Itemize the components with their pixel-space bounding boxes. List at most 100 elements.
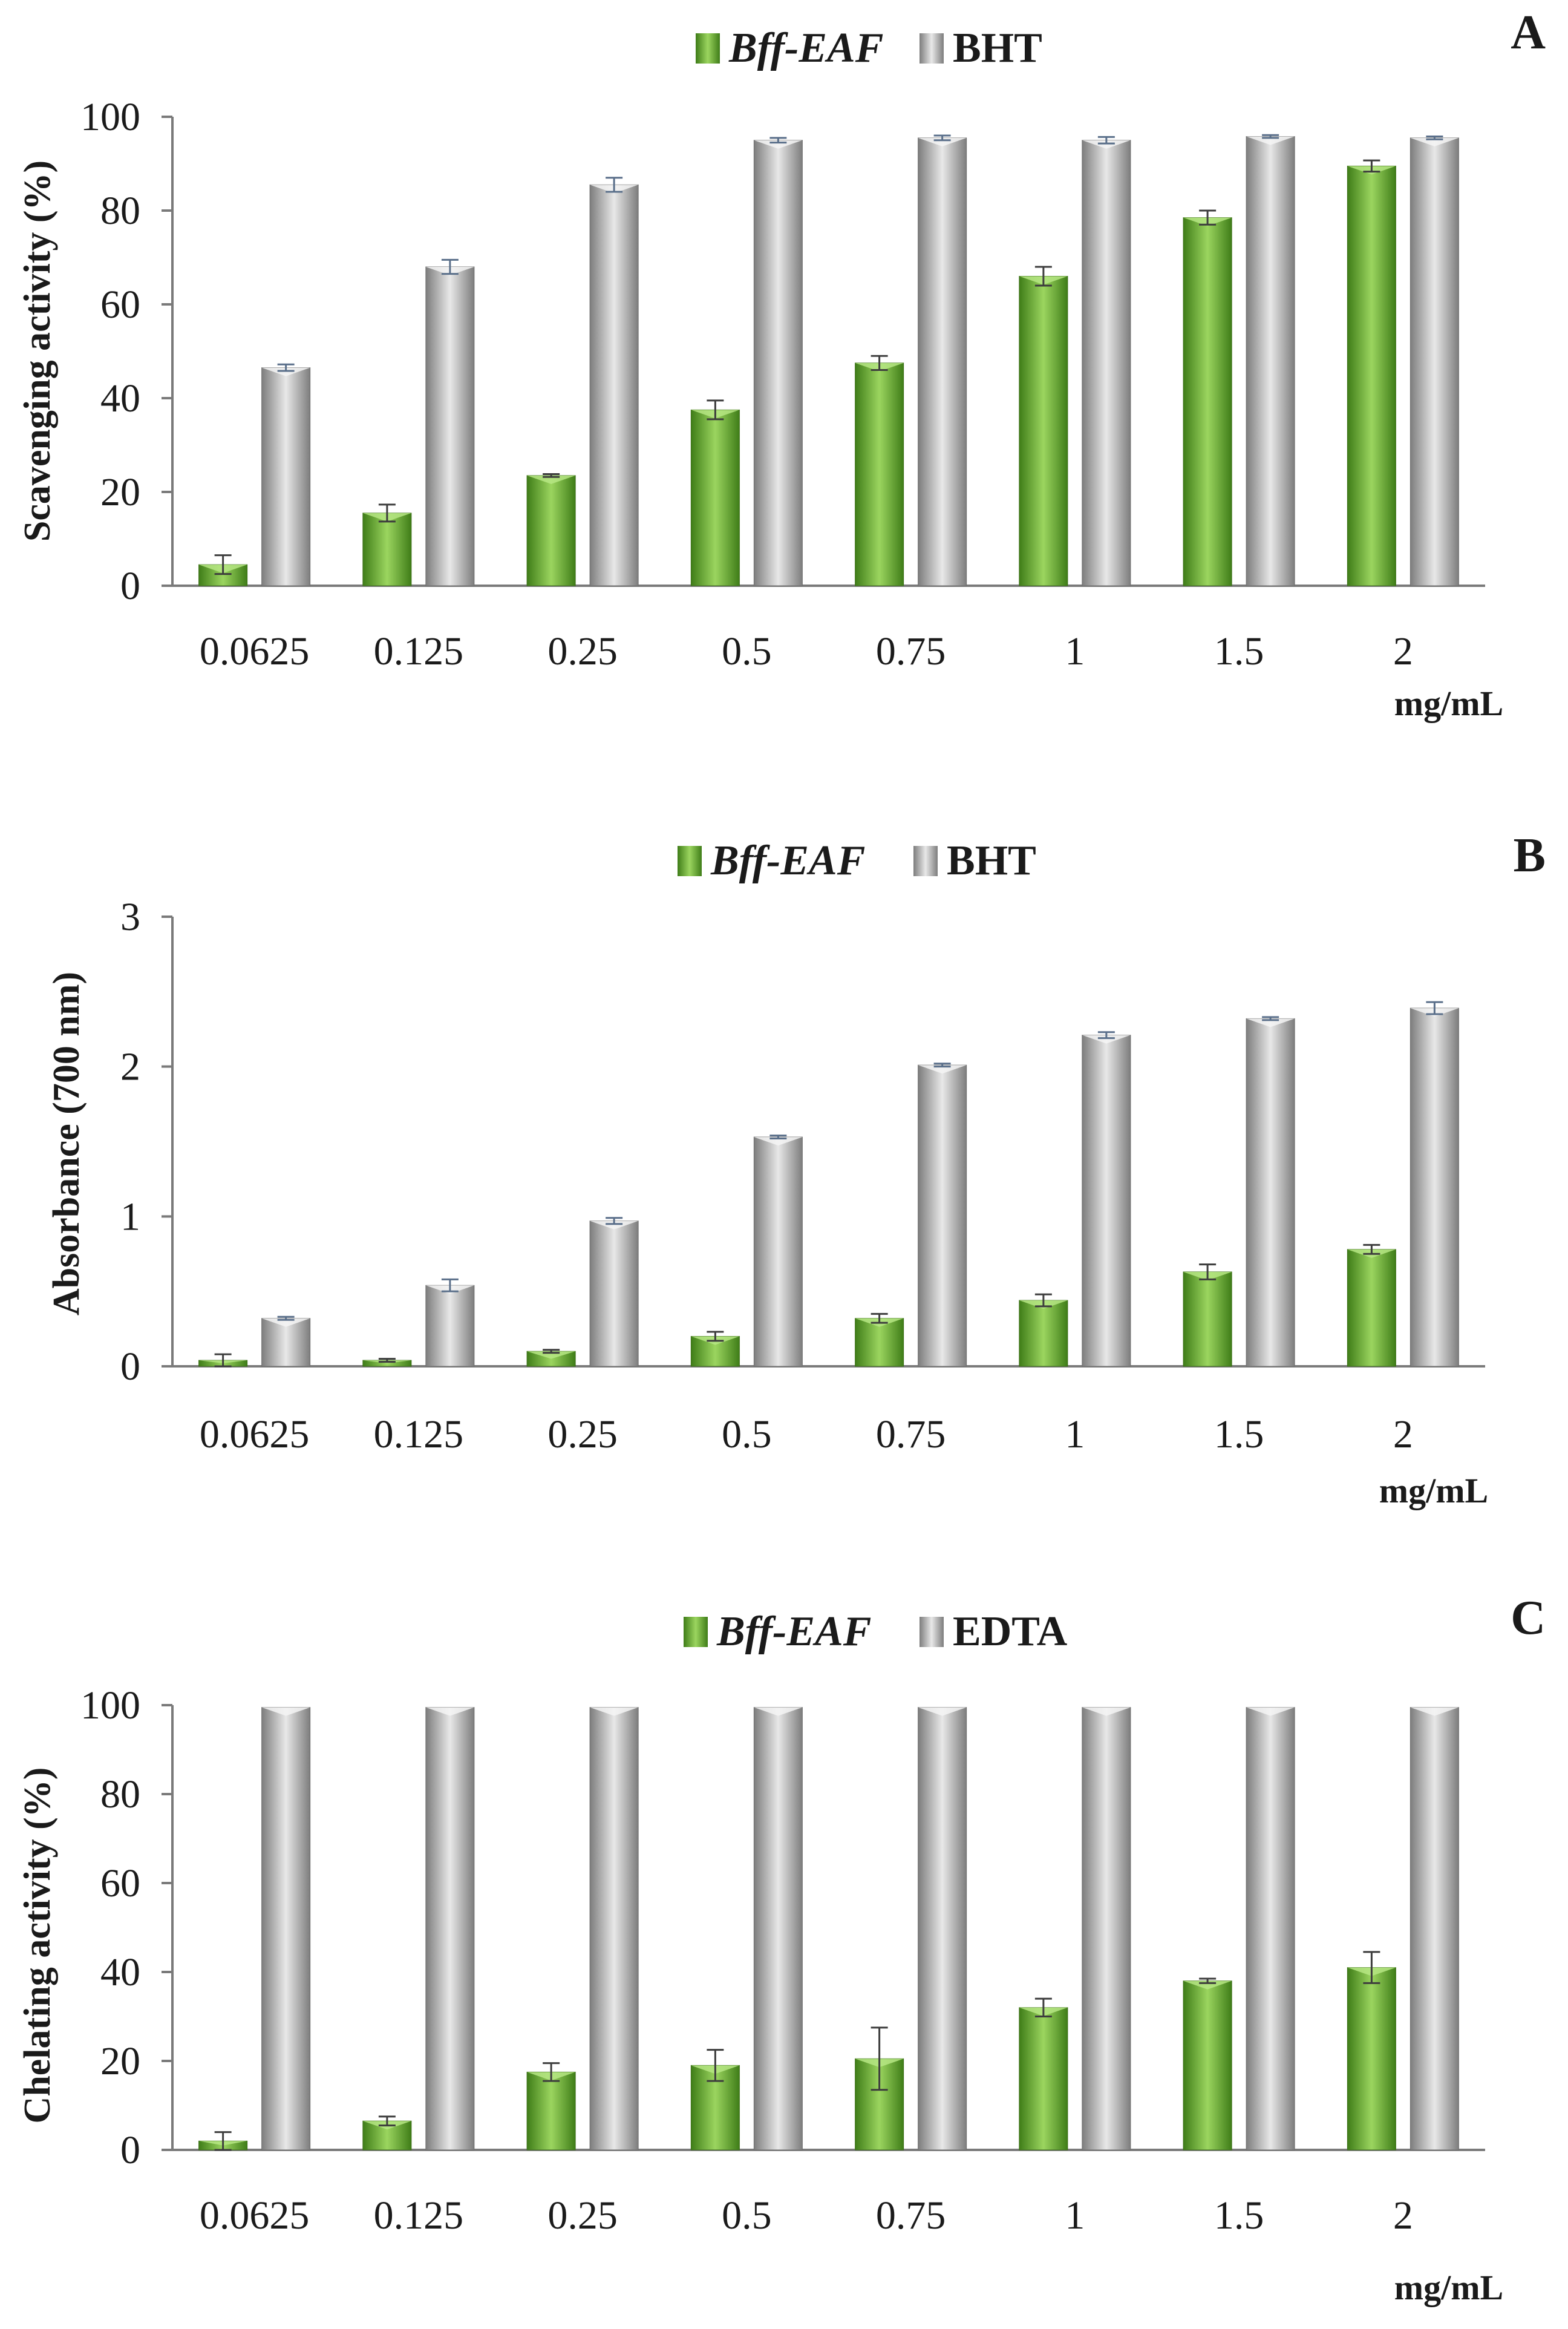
panel-c-x-tick-label: 1 [1065,2193,1085,2238]
panel-a-legend-swatch-1 [696,33,720,64]
panel-c-bar-control [753,1707,803,2150]
panel-c-legend-label-1: Bff-EAF [716,1608,871,1655]
panel-b-bar-control [1410,1007,1459,1367]
panel-b-y-tick-label: 2 [120,1045,140,1089]
panel-a-legend-label-1: Bff-EAF [728,25,883,71]
panel-a-bar-cap [527,475,576,484]
panel-c-bar-control [1082,1707,1131,2150]
panel-c-bar-control [589,1707,639,2150]
panel-c-y-tick-label: 0 [120,2128,140,2172]
panel-a-bar-sample [526,475,576,586]
panel-c-bar-cap [261,1707,310,1716]
panel-c-bar-cap [754,1707,803,1716]
panel-b-bar-sample [1347,1249,1396,1367]
panel-a-bar-cap [918,137,967,146]
panel-a-bar-control [261,367,311,586]
panel-b-legend-swatch-2 [913,846,938,876]
panel-a-x-unit: mg/mL [1394,684,1503,723]
panel-a-bar-control [1082,140,1131,586]
panel-b-bar-cap [1082,1035,1131,1044]
panel-a-y-tick-label: 40 [100,376,140,421]
panel-c-bar-cap [590,1707,639,1716]
panel-b-y-tick-label: 0 [120,1345,140,1389]
panel-c-bar-sample [1347,1967,1396,2150]
panel-b-bar-cap [261,1318,310,1327]
panel-b-y-label: Absorbance (700 nm) [46,972,87,1315]
panel-a-legend-label-2: BHT [953,25,1042,71]
panel-a-x-tick-label: 2 [1393,629,1413,673]
panel-b-x-tick-label: 0.125 [374,1412,464,1456]
panel-a-label: A [1511,6,1546,59]
panel-b-bar-cap [590,1220,639,1230]
panel-c-x-tick-label: 0.5 [722,2193,772,2238]
panel-c-bar-control [1410,1707,1459,2150]
panel-a-x-tick-label: 1.5 [1214,629,1264,673]
panel-b-x-tick-label: 0.0625 [200,1412,310,1456]
panel-a-x-tick-label: 0.75 [876,629,946,673]
panel-c-y-tick-label: 40 [100,1950,140,1994]
panel-c-x-tick-label: 0.25 [547,2193,618,2238]
panel-a-x-tick-label: 0.25 [547,629,618,673]
panel-b-x-unit: mg/mL [1379,1471,1488,1510]
panel-b-x-tick-label: 0.75 [876,1412,946,1456]
panel-a-y-tick-label: 60 [100,283,140,327]
panel-b-bar-cap [1246,1018,1295,1027]
panel-a-bar-cap [261,367,310,376]
panel-a-x-tick-label: 0.125 [374,629,464,673]
panel-b-x-tick-label: 2 [1393,1412,1413,1456]
panel-a-y-tick-label: 80 [100,189,140,233]
panel-a-plot: 0 20 40 60 80 100 0.0625 0.125 0.25 0.5 0.75 1 1.5 2 [80,95,1485,673]
panel-c-y-tick-label: 20 [100,2039,140,2083]
panel-b-plot: 0 1 2 3 0.0625 0.125 0.25 0.5 0.75 1 1.5 2 [120,895,1485,1456]
panel-c-bar-control [261,1707,311,2150]
panel-c-legend-swatch-1 [684,1617,708,1647]
panel-a-x-tick-label: 0.5 [722,629,772,673]
panel-b-y-tick-label: 1 [120,1194,140,1239]
panel-b-bar-control [1246,1018,1295,1367]
panel-c-bar-sample [1019,2007,1068,2150]
panel-b-bar-sample [1183,1271,1232,1367]
panel-a: A Bff-EAF BHT Scavenging activity (%) mg… [17,6,1546,723]
panel-c-bar-control [425,1707,475,2150]
panel-c-bar-control [918,1707,967,2150]
panel-c-legend: Bff-EAF EDTA [684,1608,1068,1655]
panel-a-bar-cap [1410,137,1459,146]
panel-a-y-tick-label: 0 [120,564,140,608]
panel-a-y-label: Scavenging activity (%) [17,160,58,542]
panel-b-bar-control [425,1285,475,1367]
panel-c-bar-cap [1183,1980,1232,1990]
panel-a-x-tick-label: 0.0625 [200,629,310,673]
panel-c-x-tick-label: 0.0625 [200,2193,310,2238]
panel-a-legend: Bff-EAF BHT [696,25,1042,71]
panel-c-x-unit: mg/mL [1394,2268,1503,2307]
panel-c-y-tick-label: 60 [100,1861,140,1905]
panel-b-bar-cap [918,1065,967,1074]
panel-a-bar-cap [1246,136,1295,145]
panel-a-legend-swatch-2 [920,33,944,64]
panel-c-legend-label-2: EDTA [953,1608,1068,1655]
panel-a-bar-sample [855,362,904,586]
panel-a-bar-sample [1019,276,1068,586]
panel-c-bar-cap [1082,1707,1131,1716]
panel-c-bar-cap [425,1707,474,1716]
panel-c-plot: 0 20 40 60 80 100 0.0625 0.125 0.25 0.5 0.75 1 1.5 2 [80,1683,1485,2238]
panel-b-legend-label-2: BHT [947,837,1036,884]
panel-a-bar-control [425,266,475,586]
panel-a-bar-sample [690,409,740,586]
panel-a-bar-control [1410,137,1459,586]
panel-c-x-tick-label: 2 [1393,2193,1413,2238]
panel-b-bar-control [1082,1035,1131,1367]
panel-c-legend-swatch-2 [920,1617,944,1647]
panel-b-bar-control [589,1220,639,1367]
panel-a-bar-sample [1347,165,1396,586]
panel-c-bar-control [1246,1707,1295,2150]
panel-a-bar-control [753,140,803,586]
panel-c: C Bff-EAF EDTA Chelating activity (%) mg… [17,1591,1546,2307]
panel-b-y-tick-label: 3 [120,895,140,939]
panel-c-y-tick-label: 100 [80,1683,140,1728]
panel-c-bar-cap [1246,1707,1295,1716]
panel-c-y-tick-label: 80 [100,1772,140,1816]
panel-b-x-tick-label: 0.5 [722,1412,772,1456]
panel-a-bar-control [589,184,639,586]
